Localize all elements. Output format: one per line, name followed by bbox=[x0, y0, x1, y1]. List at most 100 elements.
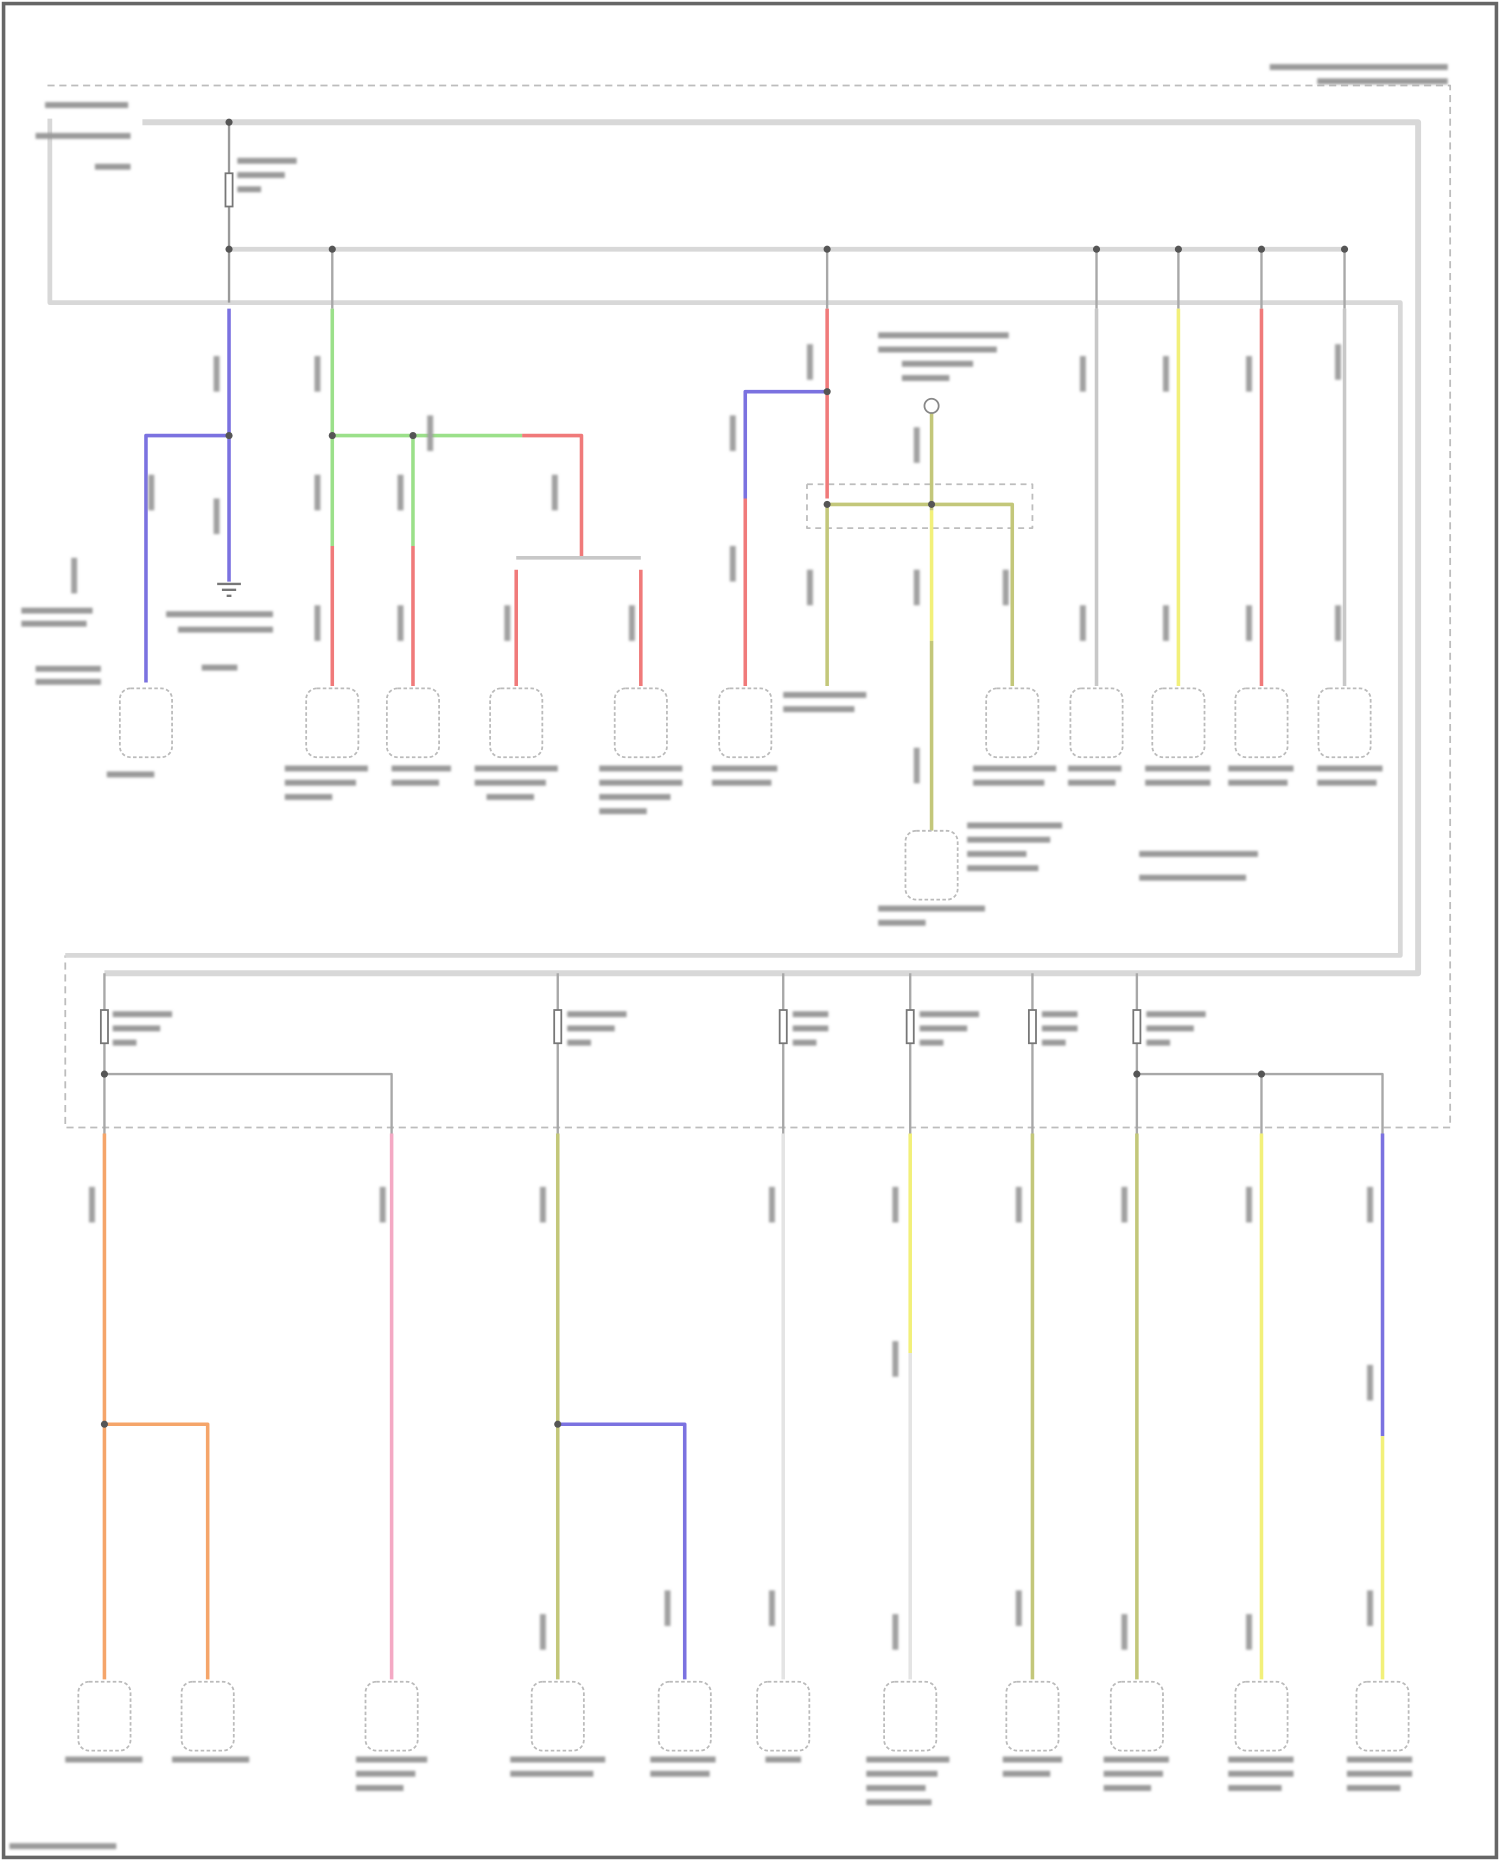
label-text-block bbox=[973, 765, 1057, 772]
label-text-block bbox=[1068, 765, 1122, 772]
component-connector bbox=[1355, 1680, 1410, 1752]
component-connector bbox=[1005, 1680, 1060, 1752]
module-boundary bbox=[47, 84, 1452, 1129]
label-text-block bbox=[1317, 78, 1448, 85]
label-text-block bbox=[1346, 1785, 1401, 1791]
label-text-block bbox=[486, 794, 535, 800]
label-text-block bbox=[901, 375, 950, 381]
label-text-block bbox=[1145, 765, 1211, 772]
label-text-block bbox=[919, 1025, 968, 1032]
wire-label-block bbox=[397, 605, 404, 641]
label-text-block bbox=[391, 765, 451, 772]
label-text-block bbox=[474, 779, 546, 786]
wire-label-block bbox=[427, 415, 434, 452]
wire-label-block bbox=[1162, 605, 1169, 641]
fuse-branch bbox=[104, 1072, 393, 1134]
wire-label-block bbox=[892, 1614, 899, 1650]
wire-label-block bbox=[913, 569, 920, 606]
wire-label-block bbox=[1015, 1186, 1022, 1223]
label-text-block bbox=[391, 779, 440, 786]
wire-label-block bbox=[1367, 1590, 1374, 1627]
label-text-block bbox=[1317, 765, 1383, 772]
wire-label-block bbox=[71, 557, 78, 594]
label-text-block bbox=[1041, 1025, 1078, 1032]
wire-label-block bbox=[1079, 605, 1086, 641]
component-connector bbox=[77, 1680, 132, 1752]
label-text-block bbox=[510, 1756, 606, 1763]
label-text-block bbox=[919, 1011, 980, 1018]
component-connector bbox=[904, 829, 959, 901]
fuse-icon bbox=[905, 1009, 915, 1045]
wire-label-block bbox=[314, 474, 321, 511]
label-text-block bbox=[1041, 1011, 1078, 1018]
fuse-icon bbox=[1132, 1009, 1142, 1045]
label-text-block bbox=[1317, 779, 1377, 786]
junction-dot bbox=[328, 432, 336, 440]
wire-label-block bbox=[1015, 1590, 1022, 1627]
label-text-block bbox=[866, 1770, 938, 1777]
label-text-block bbox=[237, 186, 262, 193]
component-connector bbox=[1317, 687, 1372, 759]
wire-label-block bbox=[1335, 605, 1341, 641]
component-connector bbox=[180, 1680, 235, 1752]
dashed-boundary bbox=[47, 84, 1452, 1129]
label-text-block bbox=[166, 611, 273, 618]
sensor-icon bbox=[923, 397, 940, 414]
wire-label-block bbox=[664, 1590, 671, 1627]
component-connector bbox=[385, 687, 440, 759]
wire-label-block bbox=[379, 1186, 386, 1223]
label-text-block bbox=[919, 1039, 944, 1046]
label-text-block bbox=[356, 1770, 416, 1777]
label-text-block bbox=[967, 850, 1027, 857]
label-text-block bbox=[112, 1039, 137, 1046]
junction-nodes bbox=[99, 118, 1349, 1428]
junction-dot bbox=[225, 245, 233, 253]
junction-dot bbox=[823, 500, 831, 508]
wire-violet bbox=[144, 433, 230, 683]
label-text-block bbox=[878, 346, 997, 353]
component-connector bbox=[883, 1680, 938, 1752]
component-connector bbox=[1151, 687, 1206, 759]
label-text-block bbox=[21, 607, 93, 614]
wire-label-block bbox=[768, 1186, 775, 1223]
label-text-block bbox=[878, 919, 926, 926]
label-text-block bbox=[1228, 779, 1288, 786]
wire-label-block bbox=[806, 344, 813, 380]
wire-label-block bbox=[1121, 1186, 1128, 1223]
junction-dot bbox=[100, 1070, 108, 1078]
wire-label-block bbox=[768, 1590, 775, 1627]
wire-label-block bbox=[729, 415, 736, 452]
label-text-block bbox=[9, 1843, 117, 1850]
label-text-block bbox=[35, 678, 101, 685]
fuse-icon bbox=[778, 1009, 788, 1045]
label-text-block bbox=[510, 1770, 594, 1777]
fuse-icon bbox=[1027, 1009, 1037, 1045]
label-text-block bbox=[567, 1011, 627, 1018]
label-text-block bbox=[1146, 1025, 1194, 1032]
label-text-block bbox=[866, 1799, 932, 1806]
wire-label-block bbox=[913, 747, 920, 784]
label-text-block bbox=[284, 765, 368, 772]
label-text-block bbox=[1068, 779, 1116, 786]
junction-dot bbox=[1340, 245, 1349, 253]
label-text-block bbox=[94, 163, 131, 170]
wire-label-block bbox=[1246, 1614, 1252, 1650]
label-text-block bbox=[1228, 1756, 1294, 1763]
label-text-block bbox=[1041, 1039, 1066, 1046]
label-text-block bbox=[866, 1785, 926, 1791]
label-text-block bbox=[1139, 850, 1258, 857]
label-text-block bbox=[567, 1039, 591, 1046]
wire-label-block bbox=[1367, 1186, 1374, 1223]
wire-olive bbox=[827, 502, 1015, 687]
label-text-block bbox=[1228, 765, 1294, 772]
component-connector bbox=[718, 687, 773, 759]
wire-label-block bbox=[892, 1341, 899, 1377]
label-text-block bbox=[1346, 1770, 1413, 1777]
junction-dot bbox=[225, 118, 233, 126]
label-text-block bbox=[112, 1025, 161, 1032]
wire-violet bbox=[743, 389, 828, 499]
label-text-block bbox=[878, 905, 985, 912]
wire-label-block bbox=[397, 474, 404, 511]
label-text-block bbox=[1103, 1770, 1163, 1777]
